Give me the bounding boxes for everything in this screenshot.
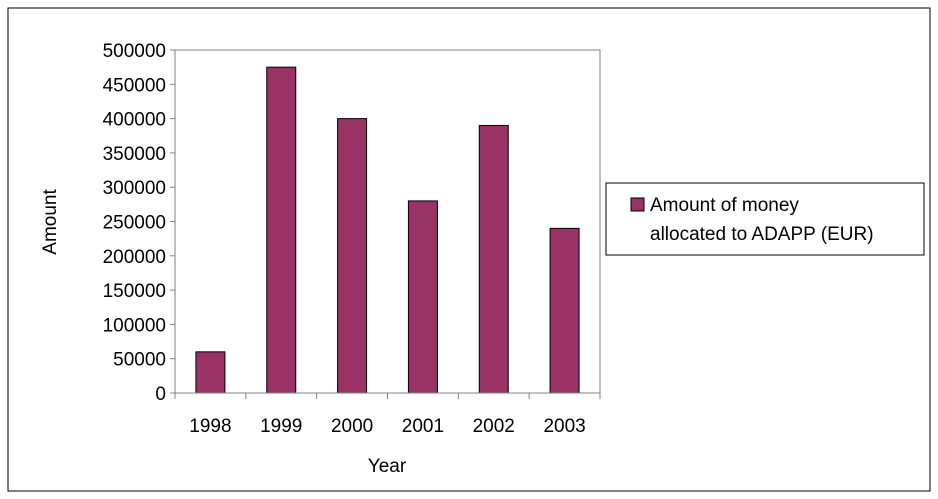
legend-swatch	[630, 197, 645, 212]
x-tick-label: 2002	[473, 416, 515, 437]
x-tick-label: 2001	[402, 416, 444, 437]
x-axis-ticks: 1998 1999 2000 2001 2002 2003	[174, 393, 601, 437]
plot-area	[174, 49, 601, 394]
legend-box	[605, 182, 925, 256]
x-tick-label: 2003	[543, 416, 585, 437]
bar-1999	[266, 66, 297, 394]
bar-2000	[337, 118, 368, 394]
y-tick-label: 100000	[103, 315, 166, 336]
y-tick-label: 450000	[103, 75, 166, 96]
y-tick-label: 250000	[103, 213, 166, 234]
y-tick-label: 150000	[103, 281, 166, 302]
bar-2002	[478, 124, 509, 394]
y-axis-title: Amount	[40, 189, 61, 255]
x-axis-title: Year	[368, 456, 407, 477]
bar-1998	[195, 351, 226, 394]
bars	[195, 66, 580, 394]
bar-2001	[407, 200, 438, 394]
y-tick-label: 400000	[103, 110, 166, 131]
x-tick-label: 1999	[260, 416, 302, 437]
x-tick-label: 1998	[189, 416, 231, 437]
y-tick-label: 200000	[103, 247, 166, 268]
x-tick-label: 2000	[331, 416, 373, 437]
legend-label-line-1: Amount of money	[650, 195, 799, 216]
legend-label-line-2: allocated to ADAPP (EUR)	[650, 224, 874, 245]
y-axis-ticks: 0 50000 100000 150000 200000 250000 300000 3500…	[103, 41, 175, 405]
legend: Amount of money allocated to ADAPP (EUR)	[605, 182, 925, 256]
y-tick-label: 0	[155, 384, 166, 405]
y-tick-label: 500000	[103, 41, 166, 62]
y-tick-label: 350000	[103, 144, 166, 165]
y-tick-label: 300000	[103, 178, 166, 199]
y-tick-label: 50000	[113, 350, 166, 371]
bar-2003	[549, 227, 580, 394]
